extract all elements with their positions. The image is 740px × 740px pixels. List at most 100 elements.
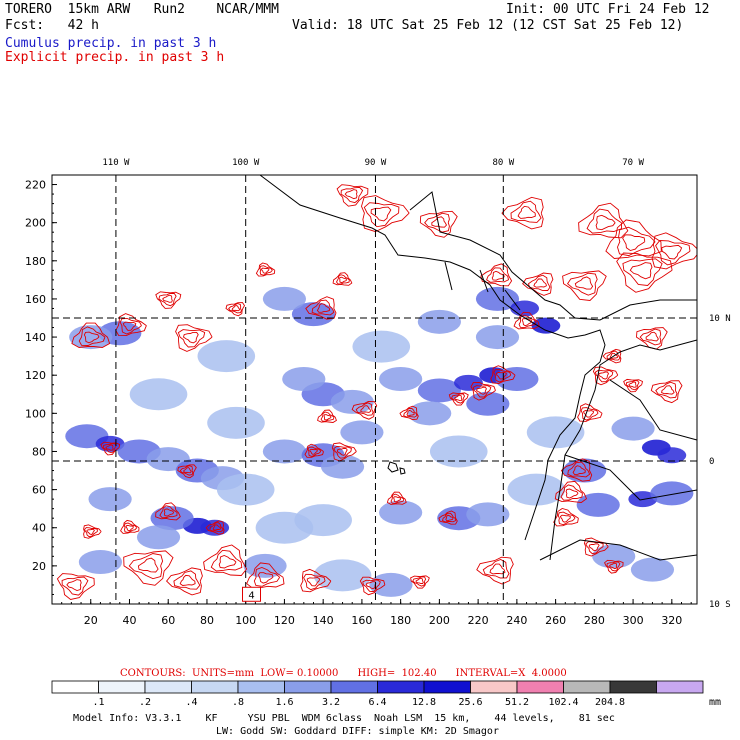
- x-tick-label: 220: [468, 614, 489, 627]
- x-tick-label: 80: [200, 614, 214, 627]
- cumulus-cell-30: [475, 286, 520, 311]
- coastline-layer: [259, 174, 698, 561]
- cumulus-cell-53: [340, 420, 384, 445]
- contour-7: [255, 262, 276, 277]
- model-info-line2: LW: Godd SW: Goddard DIFF: simple KM: 2D…: [216, 726, 499, 737]
- contour-15: [616, 252, 673, 293]
- x-tick-label: 180: [390, 614, 411, 627]
- cumulus-cell-46: [650, 481, 694, 506]
- border-3: [539, 539, 698, 561]
- contour-50: [554, 480, 588, 503]
- y-tick-label: 140: [25, 331, 46, 344]
- contour-14: [651, 232, 697, 270]
- contour-27: [331, 442, 357, 462]
- cumulus-cell-14: [88, 487, 132, 512]
- contour-35: [123, 550, 174, 586]
- contour-48: [650, 380, 683, 404]
- contour-4: [225, 302, 246, 317]
- contour-17: [522, 272, 554, 296]
- y-tick-label: 20: [32, 560, 46, 573]
- coastline-central-america: [259, 174, 606, 541]
- cumulus-cell-49: [313, 559, 372, 592]
- contour-label-box: [242, 586, 262, 602]
- x-tick-label: 200: [429, 614, 450, 627]
- forecast-hour: Fcst: 42 h: [5, 18, 99, 33]
- lat-label: 0: [709, 457, 714, 467]
- cumulus-cell-47: [475, 325, 520, 350]
- map-frame: 110 W 100 W 90 W 80 W 70 W 10 N 0 10 S 20 40 60 80 1…: [25, 158, 731, 627]
- contour-46: [592, 366, 619, 386]
- cumulus-cell-48: [243, 553, 287, 578]
- border-1: [609, 379, 698, 441]
- contour-47: [623, 378, 644, 393]
- cumulus-cell-18: [282, 367, 326, 392]
- cumulus-cell-50: [369, 572, 413, 597]
- cumulus-cell-40: [611, 416, 655, 441]
- contour-38: [246, 562, 285, 589]
- contour-24: [399, 405, 419, 420]
- contour-45: [577, 403, 603, 422]
- contour-26: [304, 443, 324, 458]
- contour-41: [410, 575, 430, 589]
- contour-36: [165, 567, 203, 596]
- border-2: [564, 454, 698, 501]
- explicit-legend-label: Explicit precip. in past 3 h: [5, 50, 225, 65]
- plot-border: [51, 174, 698, 605]
- x-tick-label: 120: [274, 614, 295, 627]
- contour-55: [602, 348, 622, 364]
- y-tick-label: 40: [32, 522, 46, 535]
- explicit-contour-layer: [56, 184, 697, 600]
- x-tick-label: 300: [623, 614, 644, 627]
- y-tick-label: 100: [25, 407, 46, 420]
- x-tick-label: 320: [661, 614, 682, 627]
- x-tick-label: 240: [506, 614, 527, 627]
- cumulus-cell-44: [630, 557, 675, 582]
- contour-6: [332, 272, 353, 286]
- contour-54: [636, 327, 668, 350]
- y-tick-label: 160: [25, 293, 46, 306]
- contour-34: [56, 573, 95, 600]
- contour-44: [386, 491, 407, 505]
- contour-12: [578, 202, 629, 239]
- cumulus-cell-39: [657, 447, 687, 464]
- contour-30: [205, 520, 225, 535]
- cumulus-cell-58: [429, 435, 488, 468]
- border-4: [444, 261, 521, 311]
- x-tick-label: 160: [351, 614, 372, 627]
- contour-9: [336, 184, 369, 207]
- cumulus-cell-51: [129, 378, 188, 411]
- coastline-caribbean: [409, 191, 697, 321]
- y-tick-label: 220: [25, 179, 46, 192]
- contour-43: [438, 510, 458, 525]
- model-title: TORERO 15km ARW Run2 NCAR/MMM: [5, 2, 279, 17]
- cumulus-cell-34: [262, 286, 307, 311]
- cumulus-cell-15: [78, 550, 123, 575]
- contour-23: [351, 401, 378, 420]
- contour-16: [562, 270, 607, 301]
- y-tick-label: 120: [25, 369, 46, 382]
- lon-label: 70 W: [622, 158, 644, 168]
- cumulus-cell-57: [352, 330, 411, 363]
- contour-51: [553, 508, 579, 527]
- x-tick-label: 100: [235, 614, 256, 627]
- cumulus-legend-label: Cumulus precip. in past 3 h: [5, 36, 217, 51]
- cumulus-cell-35: [417, 309, 461, 334]
- contour-label-value: 4: [248, 590, 254, 601]
- galapagos: [387, 461, 406, 475]
- contour-42: [476, 556, 514, 585]
- x-tick-label: 60: [161, 614, 175, 627]
- cumulus-cell-24: [408, 401, 452, 426]
- contour-33: [83, 524, 102, 539]
- coastline-south-america: [549, 339, 698, 561]
- y-tick-label: 80: [32, 445, 46, 458]
- y-tick-label: 180: [25, 255, 46, 268]
- lon-label: 100 W: [232, 158, 260, 168]
- x-tick-label: 140: [313, 614, 334, 627]
- cumulus-cell-7: [262, 439, 307, 464]
- cumulus-cell-52: [207, 406, 265, 439]
- cumulus-cell-42: [576, 492, 620, 517]
- cumulus-shading-layer: [65, 286, 694, 597]
- contour-25: [317, 409, 337, 423]
- cumulus-cell-11: [200, 519, 230, 536]
